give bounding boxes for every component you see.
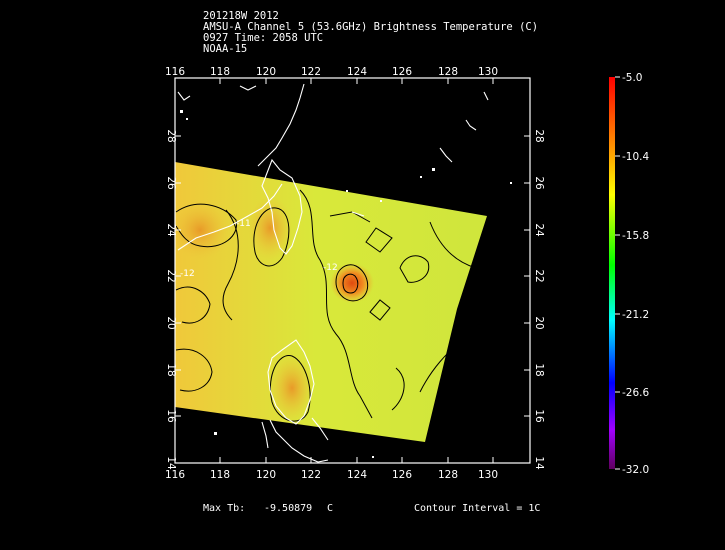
lat-tick-label: 14 bbox=[165, 456, 177, 470]
lon-tick-label: 116 bbox=[165, 469, 185, 481]
lon-labels: 116 118 120 122 124 126 128 130 116 118 … bbox=[165, 66, 498, 481]
product-title: AMSU-A Channel 5 (53.6GHz) Brightness Te… bbox=[203, 21, 539, 33]
lon-tick-label: 130 bbox=[478, 66, 498, 78]
max-tb-value: -9.50879 bbox=[264, 503, 313, 514]
colorbar-label: -5.0 bbox=[622, 72, 643, 84]
lat-tick-label: 20 bbox=[165, 316, 177, 329]
satellite: NOAA-15 bbox=[203, 43, 248, 55]
lat-tick-label: 26 bbox=[533, 176, 545, 190]
colorbar-ticks bbox=[615, 76, 620, 470]
lon-tick-label: 120 bbox=[256, 66, 276, 78]
lat-tick-label: 16 bbox=[533, 409, 545, 423]
contour-interval: Contour Interval = 1C bbox=[414, 503, 541, 514]
max-tb-label: Max Tb: bbox=[203, 503, 246, 514]
coastlines bbox=[177, 83, 489, 463]
islands bbox=[180, 110, 512, 458]
lat-tick-label: 18 bbox=[165, 363, 177, 376]
lon-tick-label: 122 bbox=[301, 66, 321, 78]
plot-frame bbox=[174, 77, 531, 464]
storm-id: 201218W 2012 bbox=[203, 10, 279, 22]
lon-tick-label: 124 bbox=[347, 469, 367, 481]
lon-tick-label: 126 bbox=[392, 469, 412, 481]
contour-label-group: -11 -12 -12 bbox=[180, 219, 338, 279]
tick-marks bbox=[174, 78, 530, 464]
lon-tick-label: 130 bbox=[478, 469, 498, 481]
datetime: 0927 Time: 2058 UTC bbox=[203, 32, 324, 44]
colorbar-label: -32.0 bbox=[622, 464, 649, 476]
lon-tick-label: 118 bbox=[210, 469, 230, 481]
lat-tick-label: 24 bbox=[533, 223, 545, 237]
lat-tick-label: 18 bbox=[533, 363, 545, 376]
lat-tick-label: 26 bbox=[165, 176, 177, 190]
lat-labels: 14 16 18 20 22 24 26 28 14 16 18 20 22 2… bbox=[165, 129, 545, 470]
lon-tick-label: 128 bbox=[438, 66, 458, 78]
lon-tick-label: 124 bbox=[347, 66, 367, 78]
lat-tick-label: 20 bbox=[533, 316, 545, 329]
contour-label: -11 bbox=[236, 219, 251, 229]
lon-tick-label: 118 bbox=[210, 66, 230, 78]
max-tb-unit: C bbox=[327, 503, 334, 514]
contour-label: -12 bbox=[323, 263, 338, 273]
colorbar-label: -15.8 bbox=[622, 230, 649, 242]
brightness-field bbox=[175, 162, 487, 442]
lat-tick-label: 16 bbox=[165, 409, 177, 423]
lon-tick-label: 122 bbox=[301, 469, 321, 481]
lat-tick-label: 14 bbox=[533, 456, 545, 470]
contour-label: -12 bbox=[180, 269, 195, 279]
colorbar-label: -26.6 bbox=[622, 387, 649, 399]
lon-tick-label: 120 bbox=[256, 469, 276, 481]
lat-tick-label: 28 bbox=[165, 129, 177, 142]
colorbar-labels: -5.0 -10.4 -15.8 -21.2 -26.6 -32.0 bbox=[622, 72, 649, 476]
lon-tick-label: 126 bbox=[392, 66, 412, 78]
lon-tick-label: 116 bbox=[165, 66, 185, 78]
lat-tick-label: 22 bbox=[165, 269, 177, 282]
contour-lines bbox=[175, 189, 483, 422]
lon-tick-label: 128 bbox=[438, 469, 458, 481]
lat-tick-label: 24 bbox=[165, 223, 177, 237]
colorbar-label: -10.4 bbox=[622, 151, 649, 163]
colorbar-label: -21.2 bbox=[622, 309, 649, 321]
colorbar bbox=[609, 77, 615, 469]
lat-tick-label: 28 bbox=[533, 129, 545, 142]
lat-tick-label: 22 bbox=[533, 269, 545, 282]
